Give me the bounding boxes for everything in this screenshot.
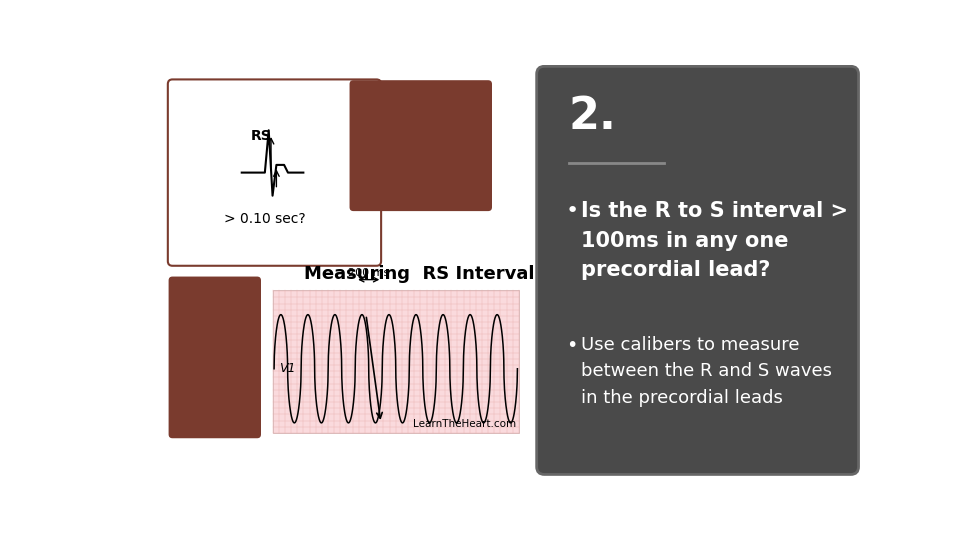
Text: •: • [565, 201, 579, 221]
Text: 2.: 2. [569, 95, 617, 138]
FancyBboxPatch shape [349, 80, 492, 211]
FancyBboxPatch shape [168, 79, 381, 266]
Bar [273, 291, 519, 433]
Text: LearnTheHeart.com: LearnTheHeart.com [413, 418, 516, 429]
Text: Use calibers to measure
between the R and S waves
in the precordial leads: Use calibers to measure between the R an… [582, 336, 832, 407]
FancyBboxPatch shape [169, 276, 261, 438]
FancyBboxPatch shape [537, 66, 858, 475]
Text: V1: V1 [278, 362, 296, 375]
Text: Measuring  RS Interval: Measuring RS Interval [303, 265, 534, 284]
Text: > 0.10 sec?: > 0.10 sec? [224, 212, 305, 226]
Text: Is the R to S interval >
100ms in any one
precordial lead?: Is the R to S interval > 100ms in any on… [582, 201, 849, 280]
Text: •: • [565, 336, 577, 355]
Text: 200 ms: 200 ms [348, 268, 390, 279]
Text: RS: RS [251, 129, 272, 143]
